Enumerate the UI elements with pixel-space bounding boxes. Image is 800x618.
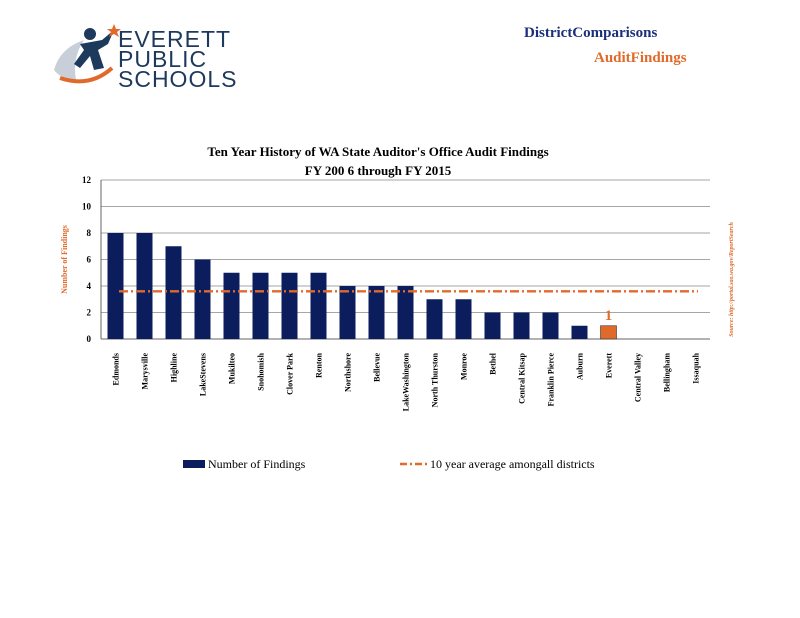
bar-bellevue	[368, 286, 385, 339]
bar-clover-park	[281, 272, 298, 339]
x-tick-label: Central Kitsap	[518, 352, 527, 403]
x-tick-label: Renton	[315, 352, 324, 377]
y-axis-label: Number of Findings	[60, 225, 69, 294]
x-tick-label: Bellevue	[373, 353, 382, 382]
logo-text-line3: SCHOOLS	[118, 66, 238, 92]
bar-northshore	[339, 286, 356, 339]
y-tick-label: 0	[87, 334, 92, 344]
page-subtitle: AuditFindings	[594, 50, 687, 66]
y-tick-label: 8	[87, 228, 92, 238]
x-tick-label: Bellingham	[663, 353, 672, 392]
legend-label-average: 10 year average amongall districts	[430, 457, 595, 471]
bar-north-thurston	[426, 299, 443, 339]
everett-logo: EVERETT PUBLIC SCHOOLS	[50, 18, 238, 92]
x-tick-label: Franklin Pierce	[547, 353, 556, 407]
bar-auburn	[571, 325, 588, 339]
x-tick-label: Monroe	[460, 353, 469, 380]
bar-franklin-pierce	[542, 312, 559, 339]
x-tick-label: LakeStevens	[199, 353, 208, 396]
bar-everett	[600, 325, 617, 340]
legend-swatch-findings	[183, 460, 205, 468]
y-tick-label: 6	[87, 255, 92, 265]
logo-text-line1: EVERETT	[118, 26, 232, 52]
x-tick-label: Edmonds	[112, 353, 121, 385]
x-tick-label: Auburn	[576, 352, 585, 380]
bar-central-kitsap	[513, 312, 530, 339]
logo-text-line2: PUBLIC	[118, 46, 208, 72]
bar-renton	[310, 272, 327, 339]
y-tick-label: 10	[82, 202, 92, 212]
y-tick-label: 12	[82, 175, 92, 185]
x-tick-label: Clover Park	[286, 352, 295, 394]
x-tick-label: Mukilteo	[228, 353, 237, 384]
bar-edmonds	[107, 233, 124, 339]
bar-monroe	[455, 299, 472, 339]
x-tick-label: LakeWashington	[402, 352, 411, 411]
y-tick-label: 2	[87, 308, 92, 318]
x-tick-label: Everett	[605, 353, 614, 379]
bar-snohomish	[252, 272, 269, 339]
bar-mukilteo	[223, 272, 240, 339]
bar-marysville	[136, 233, 153, 339]
x-tick-label: Marysville	[141, 353, 150, 390]
everett-annotation: 1	[605, 308, 613, 324]
logo-mark-icon	[54, 24, 121, 84]
x-tick-label: Snohomish	[257, 352, 266, 390]
bar-highline	[165, 246, 182, 339]
x-tick-label: Issaquah	[692, 352, 701, 383]
bar-lakestevens	[194, 259, 211, 339]
x-tick-label: Northshore	[344, 353, 353, 392]
y-tick-label: 4	[87, 281, 92, 291]
x-tick-label: Highline	[170, 353, 179, 383]
x-tick-label: Central Valley	[634, 353, 643, 402]
bar-lakewashington	[397, 286, 414, 339]
chart-subtitle: FY 200 6 through FY 2015	[305, 163, 452, 178]
x-tick-label: Bethel	[489, 352, 498, 375]
chart-title: Ten Year History of WA State Auditor's O…	[207, 144, 548, 159]
page-title: DistrictComparisons	[524, 25, 658, 41]
legend-label-findings: Number of Findings	[208, 457, 306, 471]
x-tick-label: North Thurston	[431, 352, 440, 407]
bar-bethel	[484, 312, 501, 339]
source-note: Source: http://portal.sao.wa.gov/ReportS…	[729, 222, 735, 337]
